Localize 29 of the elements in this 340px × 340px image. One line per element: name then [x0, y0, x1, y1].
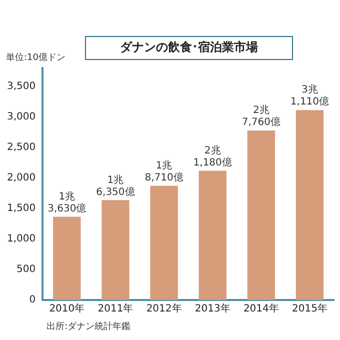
y-tick-label: 2,000	[6, 172, 36, 184]
x-tick-label: 2011年	[98, 302, 134, 315]
x-tick-label: 2015年	[292, 302, 328, 315]
y-tick-label: 1,000	[6, 234, 36, 245]
annotation: 3兆 1,110億	[290, 84, 330, 108]
x-tick-label: 2014年	[243, 302, 279, 315]
annotation: 1兆 6,350億	[96, 174, 135, 198]
y-tick-label: 3,500	[6, 80, 36, 92]
bar	[198, 170, 226, 300]
y-tick-label: 500	[16, 264, 36, 276]
y-tick-label: 3,000	[6, 111, 36, 122]
annotation: 1兆 8,710億	[144, 159, 184, 184]
y-tick-label: 0	[29, 294, 36, 306]
x-tick-label: 2012年	[146, 302, 182, 315]
x-tick-label: 2010年	[49, 302, 85, 315]
bar	[247, 130, 275, 300]
annotation: 1兆 3,630億	[48, 190, 86, 214]
y-tick-label: 1,500	[6, 203, 36, 214]
annotation: 2兆 7,760億	[242, 104, 280, 128]
x-tick-label: 2013年	[194, 302, 230, 315]
y-tick-label: 2,500	[6, 142, 36, 153]
y-axis-title: 単位:10億ドン	[6, 52, 66, 63]
bar	[296, 110, 324, 300]
annotation: 2兆 1,180億	[193, 144, 232, 168]
bar	[102, 200, 130, 300]
text: 出所:ダナン統計年鑑	[46, 320, 131, 332]
bar	[150, 186, 178, 300]
bar	[53, 216, 81, 300]
chart-title: ダナンの飲食･宿泊業市場	[85, 36, 293, 60]
